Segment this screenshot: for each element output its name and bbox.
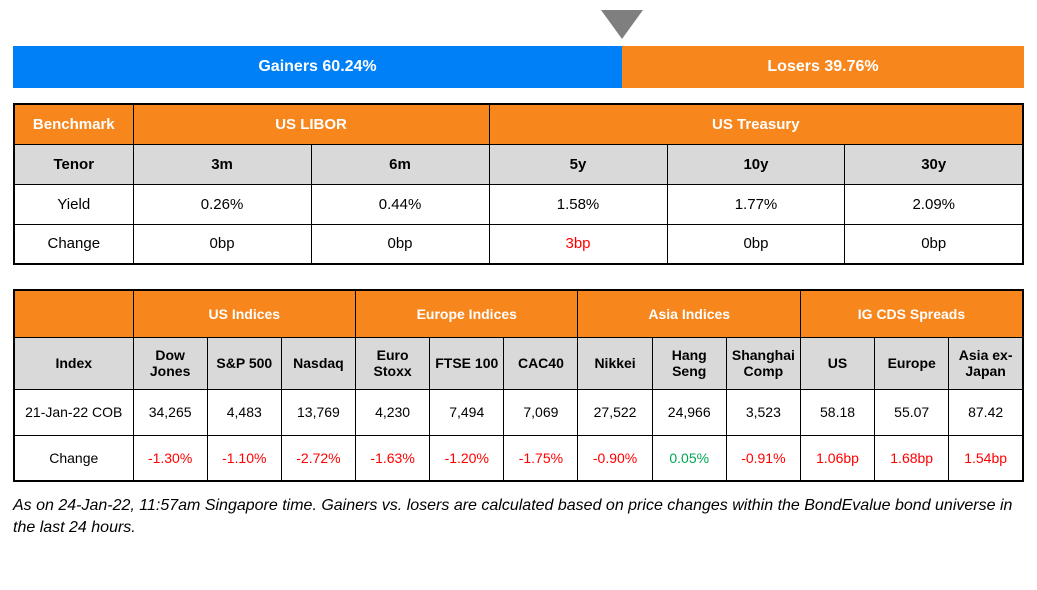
benchmark-table: Benchmark US LIBOR US Treasury Tenor 3m … <box>13 103 1024 265</box>
tenor-6m-cell: 6m <box>310 143 490 185</box>
change-ftse100: -1.20% <box>429 434 505 482</box>
change-30y-cell: 0bp <box>844 223 1024 265</box>
change-nikkei: -0.90% <box>577 434 653 482</box>
benchmark-change-row: Change 0bp 0bp 3bp 0bp 0bp <box>13 223 1024 265</box>
benchmark-tenor-row: Tenor 3m 6m 5y 10y 30y <box>13 143 1024 185</box>
ig-cds-spreads-group-header: IG CDS Spreads <box>799 289 1024 338</box>
change-euro-stoxx: -1.63% <box>355 434 431 482</box>
tenor-5y-cell: 5y <box>488 143 668 185</box>
col-shanghai-comp: Shanghai Comp <box>725 336 801 390</box>
col-cds-asia-ex-japan: Asia ex-Japan <box>948 336 1024 390</box>
value-cac40: 7,069 <box>503 388 579 436</box>
gainers-losers-bar-row: Gainers 60.24% Losers 39.76% <box>13 10 1024 88</box>
us-indices-group-header: US Indices <box>132 289 357 338</box>
yield-10y-cell: 1.77% <box>666 183 846 225</box>
indices-corner-cell <box>13 289 134 338</box>
yield-row-label: Yield <box>13 183 134 225</box>
value-sp500: 4,483 <box>206 388 282 436</box>
change-cds-asia-ex-japan: 1.54bp <box>948 434 1024 482</box>
change-3m-cell: 0bp <box>132 223 312 265</box>
bond-market-summary-graphic: Gainers 60.24% Losers 39.76% Benchmark U… <box>0 10 1037 590</box>
value-cds-us: 58.18 <box>799 388 876 436</box>
value-hang-seng: 24,966 <box>651 388 727 436</box>
change-hang-seng: 0.05% <box>651 434 727 482</box>
gainers-segment: Gainers 60.24% <box>13 10 644 88</box>
gainers-losers-bar: Gainers 60.24% Losers 39.76% <box>13 10 1024 88</box>
tenor-row-label: Tenor <box>13 143 134 185</box>
tenor-30y-cell: 30y <box>844 143 1024 185</box>
col-nikkei: Nikkei <box>577 336 653 390</box>
gainers-label: Gainers 60.24% <box>258 58 377 75</box>
yield-3m-cell: 0.26% <box>132 183 312 225</box>
col-hang-seng: Hang Seng <box>651 336 727 390</box>
change-cac40: -1.75% <box>503 434 579 482</box>
indices-header-row: US Indices Europe Indices Asia Indices I… <box>13 289 1024 338</box>
us-libor-group-header: US LIBOR <box>132 103 490 145</box>
change-cds-europe: 1.68bp <box>874 434 950 482</box>
benchmark-corner-label: Benchmark <box>13 103 134 145</box>
col-euro-stoxx: Euro Stoxx <box>355 336 431 390</box>
tenor-3m-cell: 3m <box>132 143 312 185</box>
value-euro-stoxx: 4,230 <box>355 388 431 436</box>
benchmark-yield-row: Yield 0.26% 0.44% 1.58% 1.77% 2.09% <box>13 183 1024 225</box>
change-10y-cell: 0bp <box>666 223 846 265</box>
change-5y-cell: 3bp <box>488 223 668 265</box>
value-shanghai-comp: 3,523 <box>725 388 801 436</box>
value-nasdaq: 13,769 <box>280 388 357 436</box>
yield-30y-cell: 2.09% <box>844 183 1024 225</box>
col-sp500: S&P 500 <box>206 336 282 390</box>
value-ftse100: 7,494 <box>429 388 505 436</box>
col-nasdaq: Nasdaq <box>280 336 357 390</box>
losers-label: Losers 39.76% <box>767 58 879 75</box>
indices-change-row: Change -1.30% -1.10% -2.72% -1.63% -1.20… <box>13 434 1024 482</box>
col-cds-europe: Europe <box>874 336 950 390</box>
col-dow-jones: Dow Jones <box>132 336 208 390</box>
col-ftse100: FTSE 100 <box>429 336 505 390</box>
europe-indices-group-header: Europe Indices <box>355 289 579 338</box>
index-column-label: Index <box>13 336 134 390</box>
asia-indices-group-header: Asia Indices <box>577 289 801 338</box>
yield-6m-cell: 0.44% <box>310 183 490 225</box>
losers-segment: Losers 39.76% <box>622 46 1024 88</box>
change-shanghai-comp: -0.91% <box>725 434 801 482</box>
indices-table: US Indices Europe Indices Asia Indices I… <box>13 289 1024 482</box>
indices-close-row: 21-Jan-22 COB 34,265 4,483 13,769 4,230 … <box>13 388 1024 436</box>
change-dow-jones: -1.30% <box>132 434 208 482</box>
change-cds-us: 1.06bp <box>799 434 876 482</box>
indices-name-row: Index Dow Jones S&P 500 Nasdaq Euro Stox… <box>13 336 1024 390</box>
change-6m-cell: 0bp <box>310 223 490 265</box>
value-cds-asia-ex-japan: 87.42 <box>948 388 1024 436</box>
footnote: As on 24-Jan-22, 11:57am Singapore time.… <box>13 497 1013 536</box>
value-dow-jones: 34,265 <box>132 388 208 436</box>
benchmark-header-row: Benchmark US LIBOR US Treasury <box>13 103 1024 145</box>
change-sp500: -1.10% <box>206 434 282 482</box>
change-nasdaq: -2.72% <box>280 434 357 482</box>
us-treasury-group-header: US Treasury <box>488 103 1024 145</box>
divider-arrow-icon <box>601 10 644 39</box>
col-cac40: CAC40 <box>503 336 579 390</box>
benchmark-change-row-label: Change <box>13 223 134 265</box>
value-nikkei: 27,522 <box>577 388 653 436</box>
yield-5y-cell: 1.58% <box>488 183 668 225</box>
indices-change-row-label: Change <box>13 434 134 482</box>
close-row-label: 21-Jan-22 COB <box>13 388 134 436</box>
col-cds-us: US <box>799 336 876 390</box>
tenor-10y-cell: 10y <box>666 143 846 185</box>
value-cds-europe: 55.07 <box>874 388 950 436</box>
